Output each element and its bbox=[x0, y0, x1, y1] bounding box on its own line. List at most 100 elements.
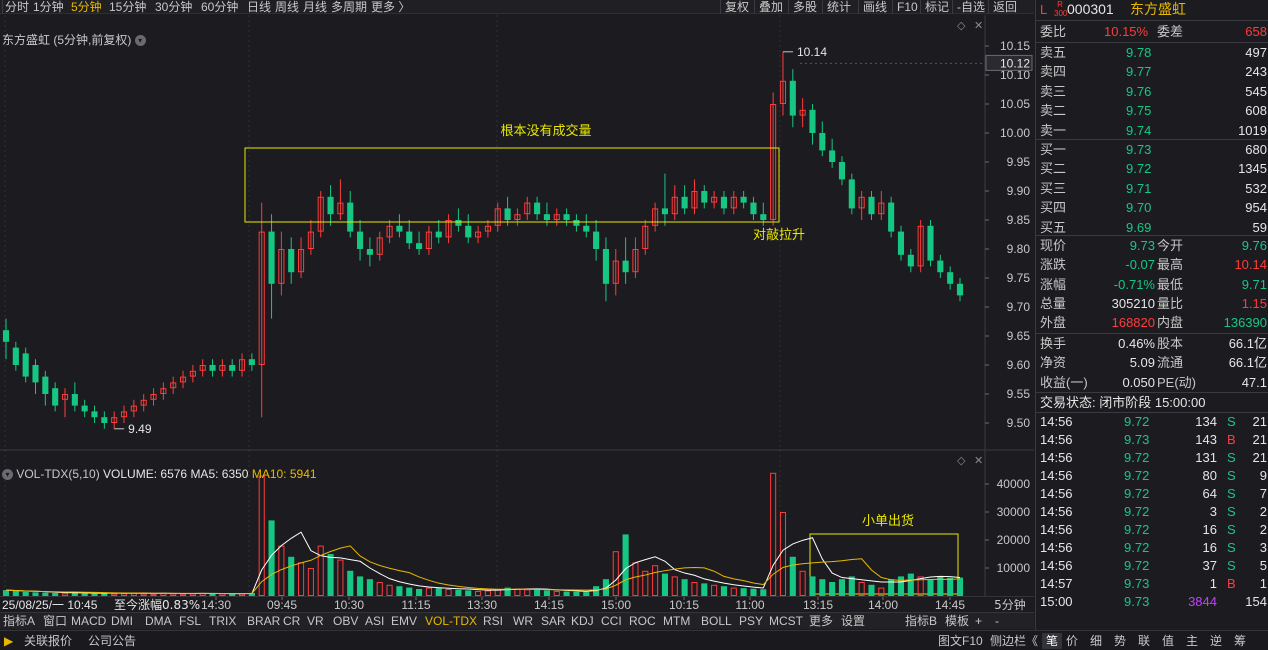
time-tick-label: 11:15 bbox=[401, 598, 430, 612]
period-tab-10[interactable]: 更多 〉 bbox=[371, 0, 411, 14]
indicator-tab-1[interactable]: 窗口 bbox=[43, 614, 68, 628]
price-tick-label: 9.75 bbox=[1007, 271, 1031, 285]
tool-button-0[interactable]: 复权 bbox=[725, 0, 750, 14]
period-tab-8[interactable]: 月线 bbox=[303, 0, 328, 14]
market-tag: L bbox=[1040, 2, 1048, 17]
indicator-tab-5[interactable]: FSL bbox=[179, 614, 202, 628]
toolbar-divider bbox=[952, 0, 953, 14]
indicator-tab-28[interactable]: + bbox=[975, 614, 983, 628]
status-tab-5[interactable]: 势 bbox=[1114, 634, 1127, 648]
price-tick-label: 9.55 bbox=[1007, 387, 1031, 401]
chevron-down-icon[interactable]: ▾ bbox=[134, 35, 146, 47]
tool-button-7[interactable]: -自选 bbox=[957, 0, 985, 14]
status-tab-3[interactable]: 价 bbox=[1066, 634, 1079, 648]
candle bbox=[416, 231, 423, 255]
indicator-tab-26[interactable]: 指标B bbox=[905, 614, 938, 628]
tool-button-3[interactable]: 统计 bbox=[827, 0, 852, 14]
candle bbox=[376, 231, 383, 261]
volume-bar bbox=[789, 556, 796, 596]
bid-label: 买四 bbox=[1040, 200, 1067, 216]
status-tab-8[interactable]: 主 bbox=[1186, 634, 1199, 648]
chevron-down-icon[interactable]: ▾ bbox=[2, 469, 13, 481]
period-tab-2[interactable]: 5分钟 bbox=[71, 0, 102, 14]
status-tab-10[interactable]: 筹 bbox=[1234, 634, 1247, 648]
indicator-tab-15[interactable]: WR bbox=[513, 614, 533, 628]
status-tab-0[interactable]: 图文F10 bbox=[938, 634, 983, 648]
tool-button-4[interactable]: 画线 bbox=[863, 0, 888, 14]
status-tab-1[interactable]: 侧边栏《 bbox=[990, 634, 1039, 648]
candle-body bbox=[327, 196, 334, 215]
indicator-tab-12[interactable]: EMV bbox=[391, 614, 418, 628]
period-tab-3[interactable]: 15分钟 bbox=[109, 0, 147, 14]
period-tab-4[interactable]: 30分钟 bbox=[155, 0, 193, 14]
tick-count: 7 bbox=[1259, 486, 1267, 501]
indicator-tab-25[interactable]: 设置 bbox=[841, 614, 866, 628]
candle-body bbox=[278, 249, 285, 284]
bid-row: 买四 9.70 954 bbox=[1036, 198, 1268, 217]
volume-bar bbox=[386, 584, 393, 596]
indicator-tab-3[interactable]: DMI bbox=[111, 614, 133, 628]
tool-button-8[interactable]: 返回 bbox=[993, 0, 1018, 14]
candle bbox=[907, 249, 914, 273]
indicator-tab-17[interactable]: KDJ bbox=[571, 614, 594, 628]
tool-button-2[interactable]: 多股 bbox=[793, 0, 818, 14]
candle bbox=[484, 220, 491, 238]
related-quotes-link[interactable]: 关联报价 bbox=[24, 634, 73, 648]
indicator-tab-23[interactable]: MCST bbox=[769, 614, 803, 628]
indicator-tab-20[interactable]: MTM bbox=[663, 614, 691, 628]
indicator-tab-19[interactable]: ROC bbox=[629, 614, 656, 628]
candle bbox=[179, 370, 187, 389]
indicator-tab-6[interactable]: TRIX bbox=[209, 614, 237, 628]
indicator-tab-9[interactable]: VR bbox=[307, 614, 324, 628]
status-tab-9[interactable]: 逆 bbox=[1210, 634, 1223, 648]
indicator-tab-24[interactable]: 更多 bbox=[809, 614, 834, 628]
indicator-tab-29[interactable]: - bbox=[995, 614, 999, 628]
candle bbox=[652, 202, 659, 232]
chart-canvas[interactable]: 10.15 10.10 10.05 10.00 9.95 9.90 9.85 9.80 9.75… bbox=[0, 15, 1034, 611]
bid-price: 9.70 bbox=[1126, 200, 1152, 216]
indicator-tabs: 指标A 窗口 MACD DMI DMA FSL TRIX BRAR CR VR OBV ASI EMV V… bbox=[0, 612, 1034, 629]
indicator-tab-2[interactable]: MACD bbox=[71, 614, 107, 628]
order-diff-value: 658 bbox=[1245, 24, 1267, 39]
indicator-tab-27[interactable]: 模板 bbox=[945, 614, 970, 628]
candle-body bbox=[386, 225, 393, 238]
indicator-tab-4[interactable]: DMA bbox=[145, 614, 172, 628]
tick-count: 21 bbox=[1252, 450, 1267, 465]
kline-chart[interactable]: 10.15 10.10 10.05 10.00 9.95 9.90 9.85 9.80 9.75… bbox=[0, 15, 1034, 611]
indicator-tab-18[interactable]: CCI bbox=[601, 614, 622, 628]
indicator-tab-22[interactable]: PSY bbox=[739, 614, 764, 628]
company-news-link[interactable]: 公司公告 bbox=[88, 634, 137, 648]
period-tab-1[interactable]: 1分钟 bbox=[33, 0, 64, 14]
volume-bar bbox=[897, 576, 905, 596]
cursor-time: 25/08/25/一 10:45 bbox=[2, 598, 98, 612]
volume-bar bbox=[288, 556, 295, 596]
indicator-tab-0[interactable]: 指标A bbox=[3, 614, 36, 628]
candle-body bbox=[779, 80, 787, 105]
tool-button-1[interactable]: 叠加 bbox=[759, 0, 784, 14]
close-icon: ✕ bbox=[974, 19, 983, 32]
indicator-tab-13[interactable]: VOL-TDX bbox=[425, 614, 478, 628]
indicator-tab-11[interactable]: ASI bbox=[365, 614, 385, 628]
period-tab-7[interactable]: 周线 bbox=[275, 0, 300, 14]
volume-tick-label: 30000 bbox=[997, 505, 1031, 519]
candle bbox=[32, 359, 39, 394]
period-tab-6[interactable]: 日线 bbox=[247, 0, 272, 14]
indicator-tab-21[interactable]: BOLL bbox=[701, 614, 732, 628]
indicator-tab-7[interactable]: BRAR bbox=[247, 614, 281, 628]
period-tab-0[interactable]: 分时 bbox=[5, 0, 30, 14]
period-tab-9[interactable]: 多周期 bbox=[331, 0, 368, 14]
tool-button-6[interactable]: 标记 bbox=[925, 0, 950, 14]
period-tab-5[interactable]: 60分钟 bbox=[201, 0, 239, 14]
indicator-tab-8[interactable]: CR bbox=[283, 614, 301, 628]
status-tab-2[interactable]: 笔 bbox=[1042, 633, 1063, 649]
status-tab-6[interactable]: 联 bbox=[1138, 634, 1151, 648]
indicator-tab-10[interactable]: OBV bbox=[333, 614, 359, 628]
stat-value: 9.76 bbox=[1241, 238, 1267, 253]
status-tab-7[interactable]: 值 bbox=[1162, 634, 1175, 648]
tool-button-5[interactable]: F10 bbox=[897, 0, 918, 14]
status-tab-4[interactable]: 细 bbox=[1090, 634, 1103, 648]
indicator-tab-14[interactable]: RSI bbox=[483, 614, 504, 628]
indicator-tab-16[interactable]: SAR bbox=[541, 614, 566, 628]
stat-value: -0.07 bbox=[1125, 257, 1155, 273]
volume-bar bbox=[406, 587, 413, 596]
